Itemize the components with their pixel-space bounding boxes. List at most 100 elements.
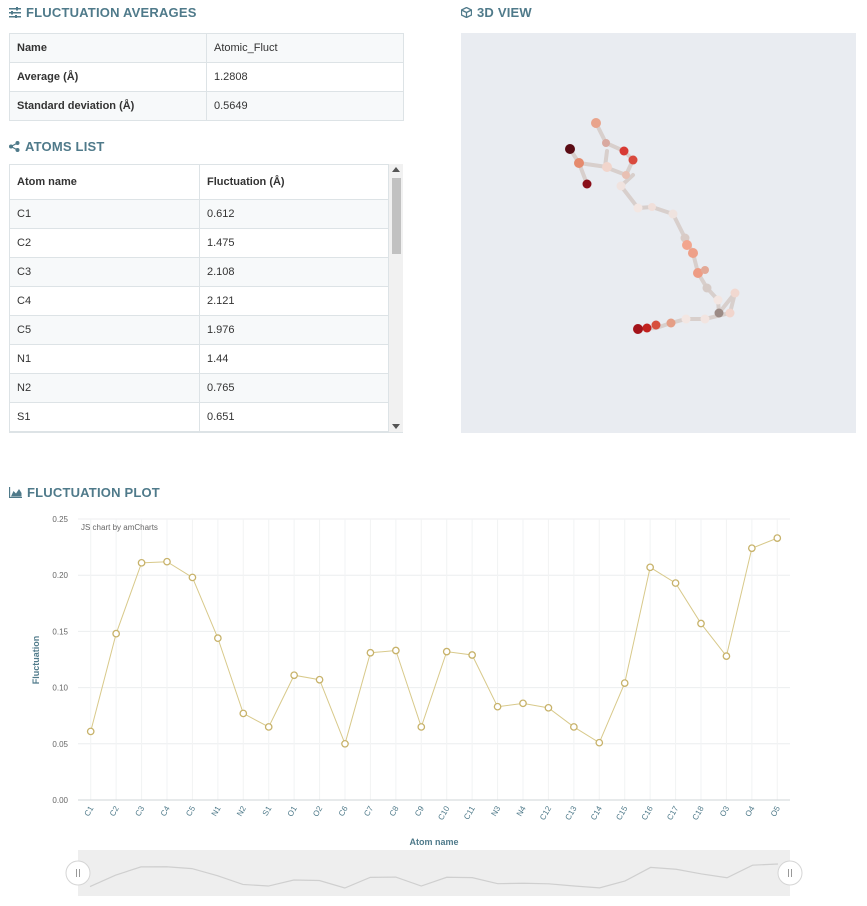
x-tick-label: C16 (640, 804, 655, 822)
averages-label: Average (Å) (9, 62, 207, 92)
scrollbar-left-grip[interactable] (65, 860, 91, 886)
atoms-scrollbar[interactable] (389, 164, 403, 432)
fluctuation-chart[interactable]: 0.00 0.05 0.10 0.15 0.20 0.25 C1 C2 C3 C4 C5 N1 N2 S1… (0, 505, 867, 906)
data-point[interactable] (544, 703, 553, 712)
table-row[interactable]: N2 0.765 (9, 373, 389, 403)
atoms-title-text: ATOMS LIST (25, 139, 105, 154)
scroll-down-icon[interactable] (392, 424, 400, 429)
data-point[interactable] (493, 702, 502, 711)
data-point[interactable] (417, 723, 426, 731)
data-point[interactable] (315, 675, 324, 684)
scrollbar-preview-line (89, 863, 779, 889)
x-tick-label: C7 (362, 804, 375, 818)
data-point[interactable] (264, 723, 273, 731)
data-point[interactable] (188, 573, 197, 582)
averages-row: Name Atomic_Fluct (9, 33, 404, 63)
atom-name-cell: C4 (9, 286, 200, 316)
x-tick-label: C17 (665, 804, 680, 822)
atom-fluct-cell: 1.475 (199, 228, 389, 258)
averages-table: Name Atomic_Fluct Average (Å) 1.2808 Standar… (9, 33, 404, 121)
data-point[interactable] (341, 739, 349, 748)
atom-fluct-cell: 2.121 (199, 286, 389, 316)
sliders-icon (9, 7, 21, 18)
data-point[interactable] (112, 629, 120, 638)
x-tick-label: C11 (462, 804, 477, 821)
data-point[interactable] (442, 647, 451, 656)
x-tick-label: O5 (769, 804, 782, 818)
atom-name-cell: C2 (9, 228, 200, 258)
averages-label: Standard deviation (Å) (9, 91, 207, 121)
data-point[interactable] (748, 544, 756, 553)
x-tick-label: C13 (563, 804, 578, 822)
data-point[interactable] (290, 671, 298, 680)
x-tick-label: C5 (184, 804, 197, 818)
atom-fluct-cell: 0.651 (199, 402, 389, 432)
plot-title-text: FLUCTUATION PLOT (27, 485, 160, 500)
amcharts-credit[interactable]: JS chart by amCharts (81, 523, 158, 532)
x-tick-label: C2 (108, 804, 121, 818)
x-tick-label: O1 (286, 804, 299, 818)
x-tick-label: C15 (614, 804, 629, 822)
x-tick-label: C3 (133, 804, 146, 818)
col-atom-name[interactable]: Atom name (9, 164, 200, 200)
x-tick-label: C18 (691, 804, 706, 822)
col-fluctuation[interactable]: Fluctuation (Å) (199, 164, 389, 200)
table-row[interactable]: C4 2.121 (9, 286, 389, 316)
table-row[interactable]: C3 2.108 (9, 257, 389, 287)
data-point[interactable] (722, 652, 731, 660)
chart-scrollbar[interactable] (78, 850, 790, 896)
view3d-title-text: 3D VIEW (477, 5, 532, 20)
molecule-model (565, 118, 740, 334)
data-point[interactable] (366, 648, 375, 657)
view3d-title: 3D VIEW (461, 5, 532, 20)
scroll-thumb[interactable] (392, 178, 401, 254)
scrollbar-right-grip[interactable] (777, 860, 803, 886)
data-point[interactable] (595, 738, 604, 747)
y-tick-label: 0.20 (52, 571, 68, 580)
table-row[interactable]: S1 0.651 (9, 402, 389, 432)
data-point[interactable] (620, 679, 629, 687)
data-point[interactable] (163, 557, 171, 566)
table-row[interactable]: C2 1.475 (9, 228, 389, 258)
atom-fluct-cell: 1.976 (199, 315, 389, 345)
data-point[interactable] (468, 651, 476, 659)
molecule-3d-viewer[interactable] (461, 33, 856, 433)
x-tick-label: C9 (413, 804, 426, 818)
averages-value: 0.5649 (206, 91, 404, 121)
averages-title: FLUCTUATION AVERAGES (9, 5, 197, 20)
atom-name-cell: S1 (9, 402, 200, 432)
data-point[interactable] (86, 727, 95, 736)
data-point[interactable] (773, 534, 782, 542)
x-tick-label: N3 (489, 804, 502, 818)
x-tick-label: C14 (589, 804, 604, 822)
data-point[interactable] (392, 646, 400, 655)
x-tick-label: C10 (436, 804, 451, 822)
data-point[interactable] (519, 699, 527, 708)
series-line (90, 537, 778, 746)
data-point[interactable] (214, 634, 222, 642)
atoms-table: Atom name Fluctuation (Å) C1 0.612 C2 1.475… (9, 164, 389, 432)
data-point[interactable] (239, 709, 248, 718)
data-point[interactable] (671, 579, 680, 587)
data-point[interactable] (137, 558, 146, 567)
table-row[interactable]: N1 1.44 (9, 344, 389, 374)
table-row[interactable]: C5 1.976 (9, 315, 389, 345)
y-tick-label: 0.15 (52, 627, 68, 636)
x-tick-label: N2 (235, 804, 248, 818)
atoms-list[interactable]: Atom name Fluctuation (Å) C1 0.612 C2 1.475… (9, 164, 403, 433)
x-tick-label: C12 (538, 804, 553, 822)
averages-row: Average (Å) 1.2808 (9, 62, 404, 92)
data-point[interactable] (570, 723, 578, 731)
x-tick-label: N4 (515, 804, 528, 818)
data-point[interactable] (697, 619, 705, 628)
data-point[interactable] (646, 563, 654, 572)
x-tick-label: O3 (718, 804, 731, 818)
x-tick-label: N1 (210, 804, 223, 818)
x-tick-label: C6 (337, 804, 350, 818)
averages-title-text: FLUCTUATION AVERAGES (26, 5, 197, 20)
x-tick-label: C8 (388, 804, 401, 818)
plot-title: FLUCTUATION PLOT (9, 485, 160, 500)
table-row[interactable]: C1 0.612 (9, 199, 389, 229)
scroll-up-icon[interactable] (392, 167, 400, 172)
x-tick-label: C1 (83, 804, 96, 818)
